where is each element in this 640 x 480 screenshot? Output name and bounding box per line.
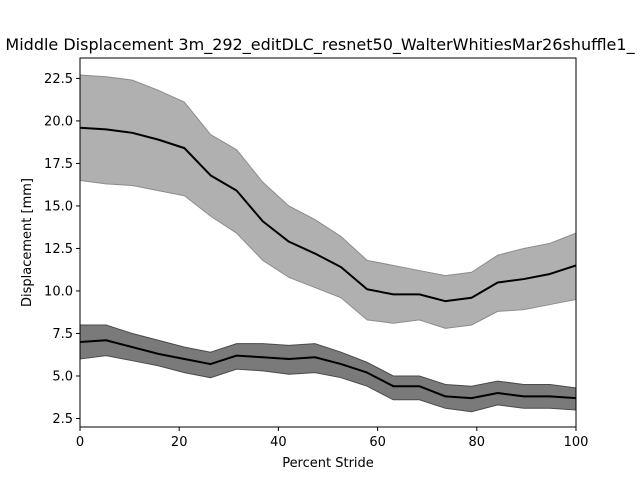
y-tick-label: 10.0 [44,284,73,299]
y-axis-ticks: 2.5 5.0 7.5 10.0 12.5 15.0 17.5 20.0 22.5 [44,72,80,427]
series-1-mean-line [79,126,577,303]
x-tick-label: 100 [564,435,589,450]
x-tick-label: 0 [76,435,84,450]
x-tick-label: 20 [171,435,188,450]
mean-lines [79,126,577,400]
y-tick-label: 17.5 [44,157,73,172]
x-tick-label: 80 [469,435,486,450]
x-tick-label: 40 [270,435,287,450]
y-axis-label: Displacement [mm] [20,178,35,307]
y-tick-label: 7.5 [52,327,73,342]
y-tick-label: 2.5 [52,412,73,427]
y-tick-label: 20.0 [44,114,73,129]
x-tick-label: 60 [369,435,386,450]
y-tick-label: 15.0 [44,199,73,214]
y-tick-label: 22.5 [44,72,73,87]
series-2-mean-line [79,339,577,400]
x-axis-label: Percent Stride [282,456,374,471]
plot-frame [79,57,577,428]
chart-title: Middle Displacement 3m_292_editDLC_resne… [5,35,635,55]
y-tick-label: 5.0 [52,369,73,384]
y-tick-label: 12.5 [44,242,73,257]
x-axis-ticks: 0 20 40 60 80 100 [76,427,589,450]
